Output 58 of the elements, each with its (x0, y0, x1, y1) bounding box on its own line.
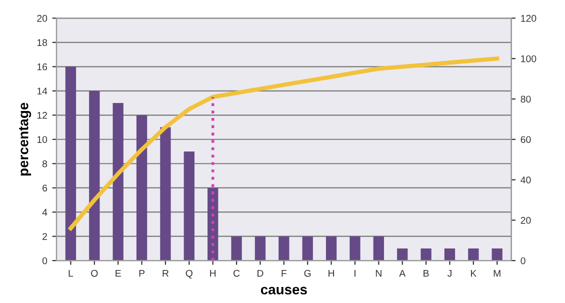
y2-tick-label: 100 (521, 55, 536, 62)
bar (302, 236, 313, 261)
x-tick-label: H (210, 270, 216, 277)
x-tick-label: J (447, 270, 452, 277)
bar (160, 127, 171, 261)
y-tick-label: 4 (42, 208, 48, 216)
y-tick-label: 6 (42, 184, 48, 192)
y-tick-label: 20 (37, 14, 48, 22)
bar (89, 90, 100, 261)
bar (326, 236, 337, 261)
y2-tick-label: 80 (520, 96, 531, 103)
bar (350, 236, 360, 261)
x-tick-label: E (116, 270, 121, 277)
y-tick-label: 14 (37, 88, 48, 94)
y2-tick-label: 60 (520, 136, 531, 143)
y-tick-label: 2 (42, 233, 47, 240)
y-tick-label: 18 (37, 39, 48, 46)
x-tick-label: B (424, 270, 429, 277)
bar (468, 248, 479, 261)
x-axis-title: causes (260, 286, 307, 294)
x-tick-label: Q (186, 270, 192, 278)
y2-tick-label: 0 (520, 257, 526, 264)
bar (278, 236, 290, 261)
y-tick-label: 16 (37, 63, 48, 70)
x-tick-label: I (354, 270, 356, 277)
x-tick-label: M (494, 270, 500, 277)
y2-tick-label: 40 (520, 176, 531, 184)
x-tick-label: P (139, 270, 145, 277)
x-tick-label: N (376, 270, 382, 277)
x-tick-label: H (328, 270, 334, 277)
bar (231, 236, 242, 261)
bar (112, 103, 124, 261)
x-tick-label: A (399, 270, 406, 277)
bar (420, 248, 432, 261)
bar (373, 236, 384, 261)
x-tick-label: D (258, 270, 264, 277)
y2-tick-label: 120 (521, 14, 536, 22)
x-tick-label: L (68, 270, 74, 277)
bar (184, 152, 194, 261)
bar (397, 248, 408, 261)
y-tick-label: 8 (42, 160, 48, 168)
line-series (68, 56, 500, 230)
x-tick-label: K (470, 270, 477, 277)
x-tick-label: R (162, 270, 169, 277)
y-tick-label: 12 (37, 112, 47, 119)
bar (492, 248, 502, 261)
x-tick-label: G (304, 270, 311, 277)
x-tick-label: F (282, 270, 286, 277)
bar (254, 236, 266, 261)
y-axis-title: percentage (19, 102, 32, 176)
x-tick-label: O (91, 270, 98, 277)
bar (136, 115, 148, 261)
y-tick-label: 0 (42, 257, 48, 264)
y2-tick-label: 20 (520, 216, 531, 224)
x-tick-label: C (234, 270, 240, 277)
bar (65, 66, 76, 261)
bar (444, 248, 456, 261)
y-tick-label: 10 (37, 136, 48, 143)
